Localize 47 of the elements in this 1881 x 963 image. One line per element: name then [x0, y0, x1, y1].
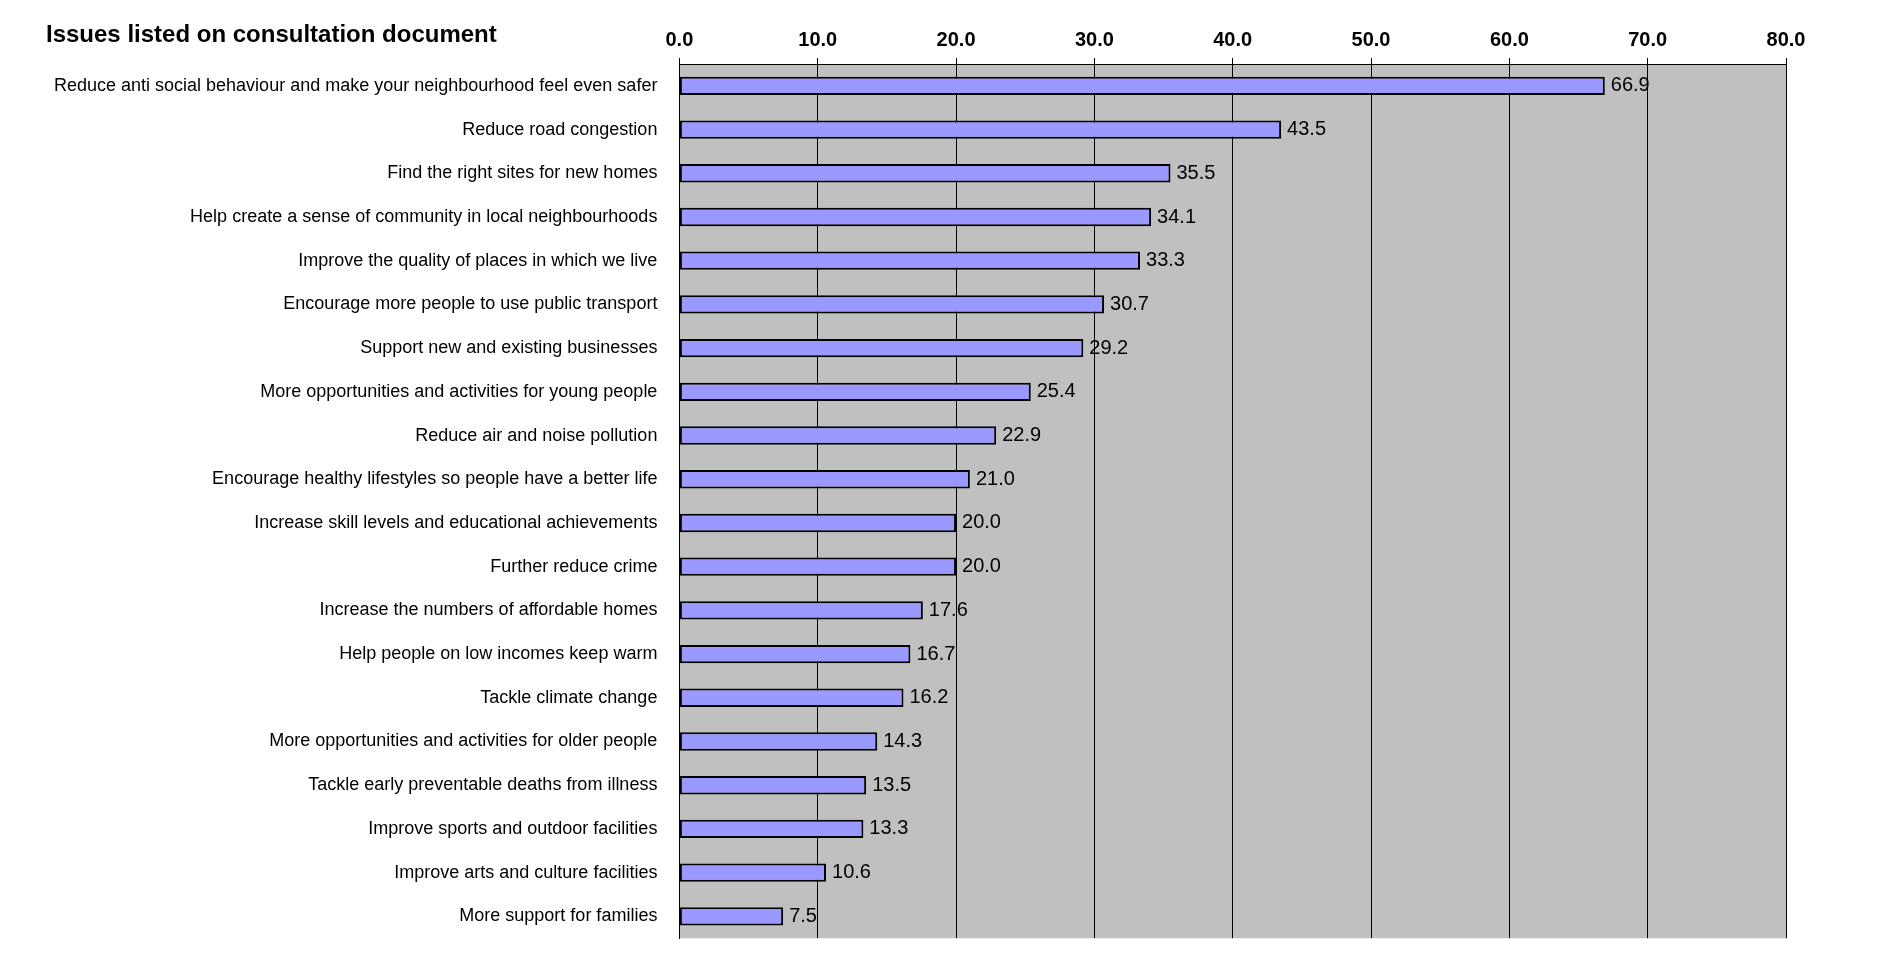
x-tick-label: 10.0	[798, 27, 838, 50]
data-label: 13.3	[869, 816, 909, 839]
data-label: 7.5	[789, 903, 817, 926]
data-label: 16.7	[916, 641, 956, 664]
x-tick-label: 40.0	[1213, 27, 1253, 50]
data-label: 33.3	[1146, 248, 1185, 271]
data-label: 21.0	[975, 466, 1015, 489]
text: Issues listed on consultation document	[46, 20, 497, 48]
x-tick-label: 0.0	[665, 27, 694, 50]
data-label: 35.5	[1176, 160, 1216, 183]
data-label: 10.6	[832, 860, 871, 883]
y-tick-label: Improve the quality of places in which we live	[298, 249, 658, 270]
y-tick-label: Help people on low incomes keep warm	[339, 643, 658, 664]
y-tick-label: Reduce road congestion	[462, 118, 658, 139]
y-tick-label: Reduce air and noise pollution	[415, 424, 658, 445]
y-tick-label: Reduce anti social behaviour and make your neighbourhood feel even safer	[53, 74, 658, 95]
data-label: 25.4	[1036, 379, 1076, 402]
y-tick-label: Find the right sites for new homes	[387, 162, 658, 183]
data-label: 34.1	[1157, 204, 1197, 227]
data-label: 43.5	[1287, 117, 1327, 140]
y-tick-label: Support new and existing businesses	[360, 337, 658, 358]
x-tick-label: 20.0	[936, 27, 976, 50]
data-label: 16.2	[909, 685, 949, 708]
data-label: 20.0	[962, 554, 1001, 577]
data-label: 13.5	[872, 772, 912, 795]
y-tick-label: Encourage healthy lifestyles so people have a better life	[212, 468, 658, 489]
y-tick-label: Improve arts and culture facilities	[394, 861, 658, 882]
x-tick-label: 50.0	[1351, 27, 1391, 50]
x-tick-label: 60.0	[1489, 27, 1529, 50]
x-tick-label: 70.0	[1628, 27, 1668, 50]
y-tick-label: More support for families	[459, 905, 658, 926]
data-label: 20.0	[962, 510, 1001, 533]
y-tick-label: Tackle early preventable deaths from illness	[308, 774, 658, 795]
data-label: 22.9	[1002, 423, 1042, 446]
data-label: 30.7	[1110, 291, 1149, 314]
data-label: 14.3	[883, 729, 923, 752]
y-tick-label: More opportunities and activities for young people	[260, 380, 658, 401]
y-tick-label: Increase the numbers of affordable homes	[319, 599, 658, 620]
y-tick-label: Encourage more people to use public transport	[283, 293, 658, 314]
y-tick-label: Help create a sense of community in local neighbourhoods	[190, 205, 658, 226]
x-tick-label: 80.0	[1766, 27, 1806, 50]
x-tick-label: 30.0	[1074, 27, 1114, 50]
y-tick-label: Tackle climate change	[480, 686, 658, 707]
y-tick-label: Improve sports and outdoor facilities	[368, 817, 658, 838]
y-tick-label: Further reduce crime	[490, 555, 658, 576]
y-tick-label: More opportunities and activities for older people	[269, 730, 658, 751]
y-tick-label: Increase skill levels and educational achievements	[254, 511, 658, 532]
